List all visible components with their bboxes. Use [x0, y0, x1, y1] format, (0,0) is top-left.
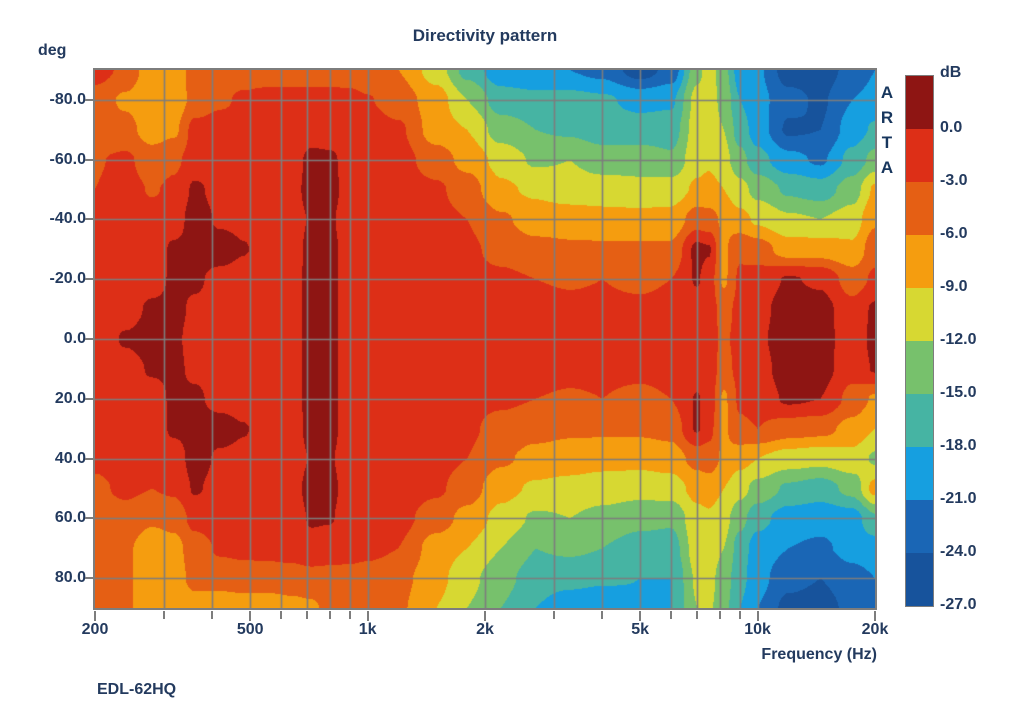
x-tick-mark — [601, 611, 604, 619]
plot-area — [93, 68, 877, 610]
y-axis-unit-label: deg — [38, 42, 67, 59]
y-tick-label: 0.0 — [63, 330, 86, 347]
colorbar-segment — [906, 235, 933, 288]
y-tick-label: -60.0 — [49, 150, 86, 168]
y-tick-label: -20.0 — [49, 270, 86, 288]
watermark-letter: A — [880, 158, 894, 177]
colorbar-level-label: 0.0 — [940, 119, 963, 136]
y-tick-label: 20.0 — [54, 389, 86, 407]
y-tick-mark — [85, 397, 94, 400]
x-tick-mark — [366, 611, 369, 621]
x-tick-label: 1k — [358, 621, 377, 638]
y-tick-label: 40.0 — [54, 449, 86, 467]
colorbar-level-label: -12.0 — [940, 331, 977, 348]
footer-device-label: EDL-62HQ — [97, 681, 177, 698]
colorbar-segment — [906, 500, 933, 553]
x-tick-mark — [639, 611, 642, 621]
colorbar-level-label: -18.0 — [940, 437, 977, 454]
x-tick-mark — [249, 611, 252, 621]
watermark-letter: A — [880, 83, 894, 102]
x-tick-mark — [718, 611, 721, 619]
colorbar-segment — [906, 553, 933, 606]
x-tick-mark — [696, 611, 699, 619]
y-tick-mark — [85, 577, 94, 580]
x-tick-mark — [280, 611, 283, 619]
x-tick-label: 2k — [476, 621, 494, 638]
x-tick-label: 200 — [81, 621, 109, 638]
x-tick-mark — [874, 611, 876, 621]
colorbar-segment — [906, 341, 933, 394]
colorbar-level-label: -3.0 — [940, 172, 968, 189]
colorbar-level-label: -15.0 — [940, 384, 977, 401]
directivity-heatmap-canvas — [95, 70, 875, 608]
y-tick-mark — [85, 158, 94, 161]
x-tick-label: 10k — [744, 621, 771, 638]
x-tick-label: 500 — [236, 621, 264, 638]
colorbar-segment — [906, 288, 933, 341]
y-tick-label: -80.0 — [49, 90, 86, 108]
x-tick-mark — [484, 611, 486, 621]
x-tick-mark — [738, 611, 741, 619]
x-tick-mark — [756, 611, 759, 621]
x-tick-mark — [328, 611, 331, 619]
x-tick-mark — [552, 611, 555, 619]
colorbar-segment — [906, 76, 933, 129]
chart-title: Directivity pattern — [412, 26, 558, 45]
colorbar-segment — [906, 394, 933, 447]
colorbar — [905, 75, 934, 607]
y-tick-mark — [85, 218, 94, 221]
x-tick-mark — [670, 611, 673, 619]
colorbar-level-label: -24.0 — [940, 543, 977, 560]
colorbar-segment — [906, 447, 933, 500]
x-tick-mark — [94, 611, 96, 621]
colorbar-segment — [906, 182, 933, 235]
x-tick-mark — [348, 611, 351, 619]
x-tick-mark — [306, 611, 309, 619]
colorbar-title: dB — [940, 64, 962, 81]
x-tick-mark — [162, 611, 165, 619]
y-tick-mark — [85, 98, 94, 101]
colorbar-level-label: -27.0 — [940, 596, 977, 613]
colorbar-level-label: -9.0 — [940, 278, 968, 295]
x-tick-label: 5k — [631, 621, 650, 638]
y-tick-label: 60.0 — [54, 509, 86, 527]
x-tick-label: 20k — [861, 621, 889, 638]
watermark-letter: T — [881, 133, 893, 152]
y-tick-label: -40.0 — [49, 210, 86, 228]
y-tick-mark — [85, 457, 94, 460]
x-axis-title: Frequency (Hz) — [761, 646, 877, 663]
y-tick-mark — [85, 278, 94, 281]
x-tick-mark — [211, 611, 214, 619]
y-tick-label: 80.0 — [54, 569, 86, 587]
y-tick-mark — [85, 517, 94, 520]
watermark-letter: R — [880, 108, 894, 127]
colorbar-level-label: -6.0 — [940, 225, 968, 242]
y-tick-mark — [85, 338, 94, 340]
colorbar-level-label: -21.0 — [940, 490, 977, 507]
colorbar-segment — [906, 129, 933, 182]
